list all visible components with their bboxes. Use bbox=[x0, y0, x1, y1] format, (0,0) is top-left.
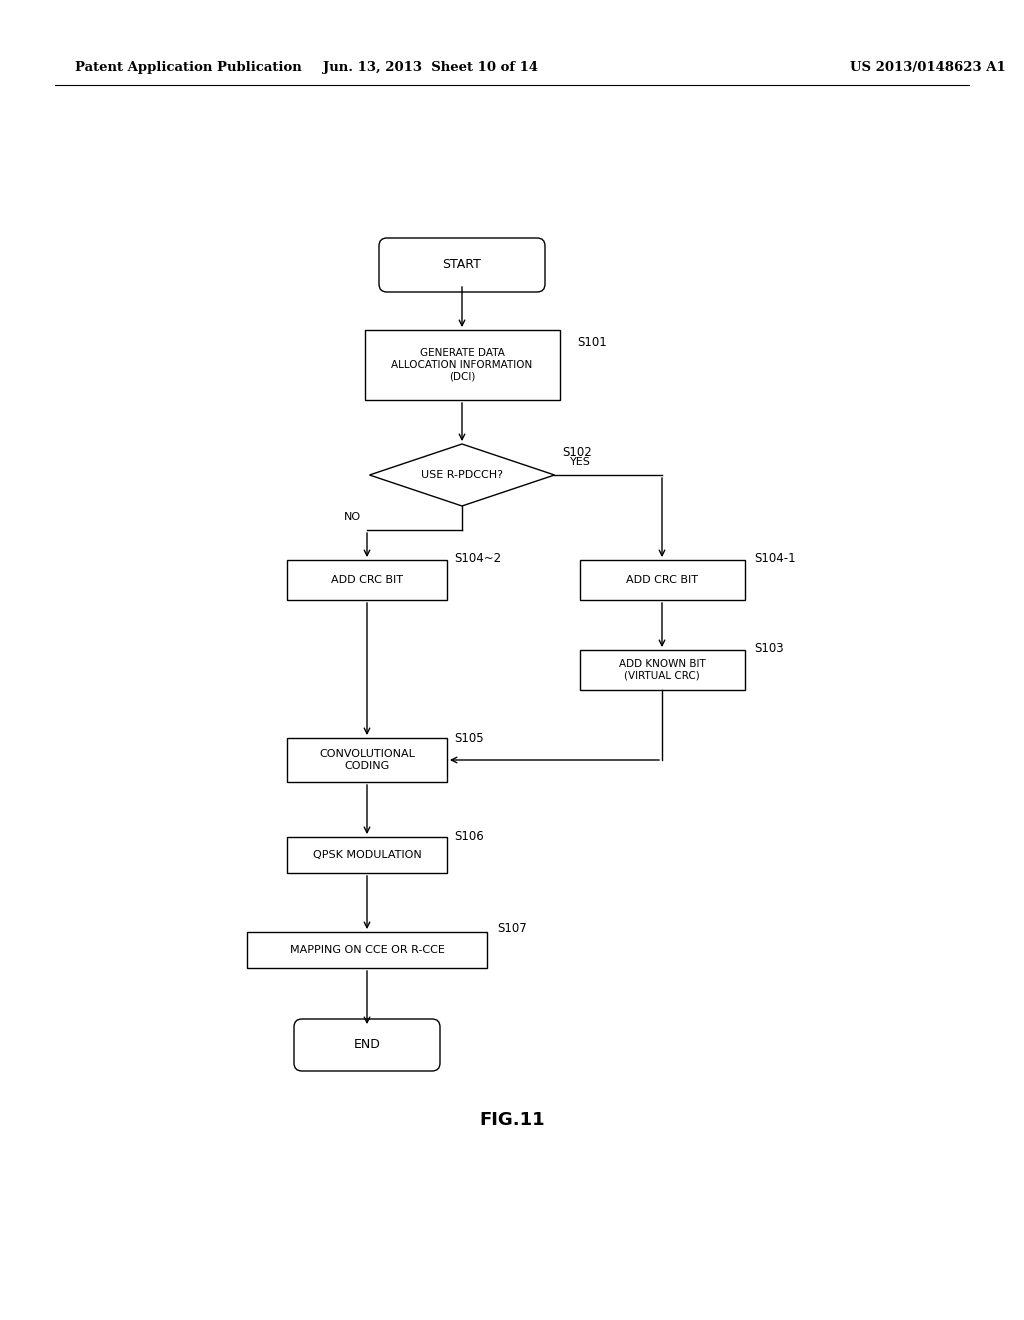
Text: S102: S102 bbox=[562, 446, 592, 458]
Text: S107: S107 bbox=[497, 921, 526, 935]
Polygon shape bbox=[370, 444, 555, 506]
Text: S101: S101 bbox=[577, 335, 607, 348]
Text: US 2013/0148623 A1: US 2013/0148623 A1 bbox=[850, 62, 1006, 74]
Text: ADD KNOWN BIT
(VIRTUAL CRC): ADD KNOWN BIT (VIRTUAL CRC) bbox=[618, 659, 706, 681]
Bar bbox=[580, 649, 744, 690]
Text: END: END bbox=[353, 1039, 381, 1052]
Text: Patent Application Publication: Patent Application Publication bbox=[75, 62, 302, 74]
Text: S104~2: S104~2 bbox=[454, 552, 501, 565]
Bar bbox=[365, 330, 559, 400]
Text: GENERATE DATA
ALLOCATION INFORMATION
(DCI): GENERATE DATA ALLOCATION INFORMATION (DC… bbox=[391, 348, 532, 381]
Text: USE R-PDCCH?: USE R-PDCCH? bbox=[421, 470, 503, 480]
Bar bbox=[287, 837, 447, 873]
Text: S105: S105 bbox=[454, 731, 483, 744]
Text: FIG.11: FIG.11 bbox=[479, 1111, 545, 1129]
Bar bbox=[287, 560, 447, 601]
FancyBboxPatch shape bbox=[379, 238, 545, 292]
FancyBboxPatch shape bbox=[294, 1019, 440, 1071]
Text: START: START bbox=[442, 259, 481, 272]
Bar bbox=[580, 560, 744, 601]
Text: ADD CRC BIT: ADD CRC BIT bbox=[331, 576, 403, 585]
Text: MAPPING ON CCE OR R-CCE: MAPPING ON CCE OR R-CCE bbox=[290, 945, 444, 954]
Text: ADD CRC BIT: ADD CRC BIT bbox=[626, 576, 698, 585]
Text: S106: S106 bbox=[454, 830, 483, 843]
Text: CONVOLUTIONAL
CODING: CONVOLUTIONAL CODING bbox=[319, 750, 415, 771]
Text: QPSK MODULATION: QPSK MODULATION bbox=[312, 850, 421, 861]
Text: S104-1: S104-1 bbox=[754, 552, 796, 565]
Bar bbox=[247, 932, 487, 968]
Text: YES: YES bbox=[570, 457, 591, 467]
Text: Jun. 13, 2013  Sheet 10 of 14: Jun. 13, 2013 Sheet 10 of 14 bbox=[323, 62, 538, 74]
Text: NO: NO bbox=[343, 512, 360, 521]
Text: S103: S103 bbox=[754, 642, 783, 655]
Bar bbox=[287, 738, 447, 781]
